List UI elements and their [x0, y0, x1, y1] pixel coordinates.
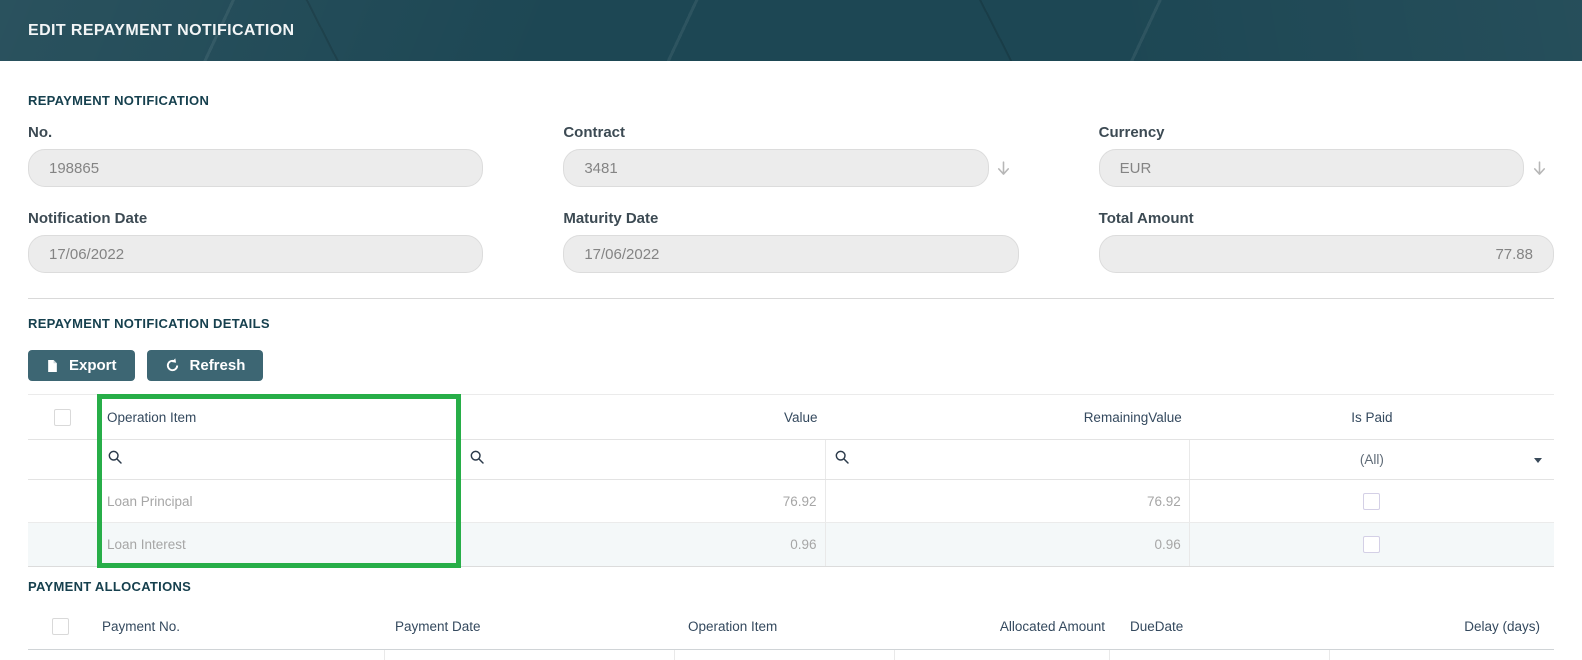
- section-title-payment-allocations: PAYMENT ALLOCATIONS: [28, 579, 192, 594]
- details-select-all-checkbox[interactable]: [54, 408, 71, 426]
- no-label: No.: [28, 124, 53, 141]
- section-title-details: REPAYMENT NOTIFICATION DETAILS: [28, 316, 270, 331]
- title-bar: EDIT REPAYMENT NOTIFICATION: [0, 0, 1582, 61]
- value-cell: 0.96: [461, 523, 826, 566]
- allocations-filter-payment-date[interactable]: [385, 650, 675, 660]
- details-header-operation-item[interactable]: Operation Item: [107, 409, 197, 425]
- export-button[interactable]: Export: [28, 350, 135, 381]
- field-no: No.: [28, 124, 484, 187]
- details-filter-checkbox-cell: [28, 440, 97, 479]
- refresh-icon: [165, 358, 180, 373]
- section-title-repayment-notification: REPAYMENT NOTIFICATION: [28, 93, 210, 108]
- file-icon: [46, 358, 59, 374]
- currency-dropdown-arrow-icon[interactable]: [1524, 159, 1554, 178]
- remaining-value-cell: 76.92: [826, 480, 1190, 522]
- allocations-filter-delay[interactable]: [1330, 650, 1554, 660]
- field-currency: Currency: [1098, 124, 1554, 187]
- allocations-filter-operation-item[interactable]: [675, 650, 895, 660]
- allocations-header-duedate[interactable]: DueDate: [1130, 618, 1184, 634]
- allocations-header-payment-no[interactable]: Payment No.: [102, 618, 181, 634]
- is-paid-cell: [1190, 480, 1554, 522]
- contract-input[interactable]: [563, 149, 989, 187]
- allocations-table: Payment No. Payment Date Operation Item …: [28, 603, 1554, 660]
- details-row-loan-interest[interactable]: Loan Interest 0.96 0.96: [28, 523, 1554, 567]
- allocations-select-all-cell: [28, 603, 92, 649]
- allocations-header-row: Payment No. Payment Date Operation Item …: [28, 603, 1554, 650]
- section-divider: [28, 298, 1554, 299]
- total-amount-label: Total Amount: [1098, 210, 1194, 227]
- details-table: Operation Item Value RemainingValue Is P…: [28, 394, 1554, 568]
- field-contract: Contract: [563, 125, 1018, 187]
- is-paid-checkbox[interactable]: [1363, 536, 1381, 553]
- export-button-label: Export: [69, 357, 117, 374]
- contract-label: Contract: [563, 124, 625, 141]
- allocations-filter-duedate[interactable]: [1110, 650, 1330, 660]
- maturity-date-label: Maturity Date: [563, 210, 659, 227]
- allocations-header-allocated-amount[interactable]: Allocated Amount: [999, 618, 1105, 634]
- operation-item-value: Loan Interest: [97, 523, 462, 566]
- field-notification-date: Notification Date: [28, 210, 484, 273]
- details-row-loan-principal[interactable]: Loan Principal 76.92 76.92: [28, 480, 1554, 523]
- notification-form: No. Contract Currency: [28, 125, 1554, 273]
- details-select-all-cell: [28, 395, 97, 439]
- remaining-value-cell: 0.96: [826, 523, 1190, 566]
- is-paid-checkbox[interactable]: [1363, 492, 1381, 510]
- details-filter-operation-item[interactable]: [97, 440, 462, 479]
- details-header-value[interactable]: Value: [783, 409, 818, 425]
- allocations-filter-allocated-amount[interactable]: [895, 650, 1110, 660]
- details-filter-row: (All): [28, 439, 1554, 480]
- details-header-remaining-value[interactable]: RemainingValue: [1083, 409, 1182, 425]
- details-filter-is-paid: (All): [1190, 440, 1554, 479]
- main-content: REPAYMENT NOTIFICATION No. Contract Cur: [0, 94, 1582, 660]
- refresh-button[interactable]: Refresh: [146, 350, 264, 381]
- no-input[interactable]: [28, 149, 484, 187]
- search-icon: [107, 449, 123, 470]
- refresh-button-label: Refresh: [189, 357, 246, 374]
- field-total-amount: Total Amount: [1098, 210, 1554, 273]
- caret-down-icon: [1534, 457, 1542, 463]
- allocations-filter-payment-no[interactable]: [92, 650, 385, 660]
- operation-item-value: Loan Principal: [97, 480, 462, 522]
- maturity-date-input[interactable]: [563, 235, 1019, 273]
- allocations-filter-row: [28, 650, 1554, 660]
- is-paid-cell: [1190, 523, 1554, 566]
- is-paid-filter-value: (All): [1359, 452, 1384, 467]
- contract-dropdown-arrow-icon[interactable]: [989, 159, 1019, 178]
- details-filter-value[interactable]: [461, 440, 826, 479]
- total-amount-input[interactable]: [1098, 235, 1554, 273]
- notification-date-label: Notification Date: [28, 210, 148, 227]
- notification-date-input[interactable]: [28, 235, 484, 273]
- field-maturity-date: Maturity Date: [563, 210, 1019, 273]
- allocations-header-delay[interactable]: Delay (days): [1464, 618, 1540, 634]
- allocations-header-payment-date[interactable]: Payment Date: [395, 618, 481, 634]
- details-header-is-paid[interactable]: Is Paid: [1351, 409, 1393, 425]
- value-cell: 76.92: [461, 480, 826, 522]
- currency-label: Currency: [1098, 124, 1165, 141]
- search-icon: [834, 449, 850, 470]
- is-paid-filter-dropdown[interactable]: (All): [1190, 440, 1554, 479]
- page-title: EDIT REPAYMENT NOTIFICATION: [28, 21, 295, 39]
- allocations-select-all-checkbox[interactable]: [51, 617, 69, 635]
- details-filter-remaining-value[interactable]: [826, 440, 1190, 479]
- details-table-header-row: Operation Item Value RemainingValue Is P…: [28, 395, 1554, 439]
- currency-input[interactable]: [1098, 149, 1524, 187]
- details-toolbar: Export Refresh: [28, 350, 1554, 381]
- search-icon: [469, 449, 485, 470]
- allocations-header-operation-item[interactable]: Operation Item: [688, 618, 778, 634]
